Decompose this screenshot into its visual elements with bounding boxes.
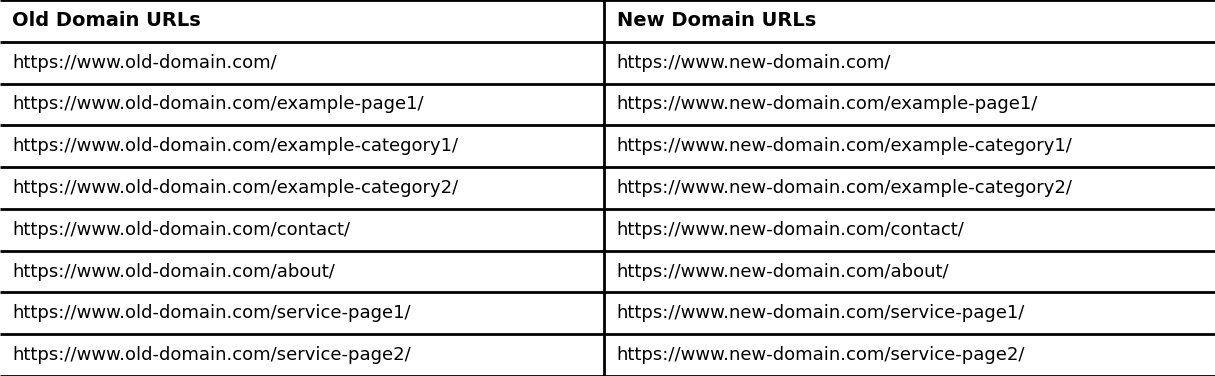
Text: https://www.old-domain.com/example-page1/: https://www.old-domain.com/example-page1… [12, 96, 424, 114]
Text: https://www.old-domain.com/contact/: https://www.old-domain.com/contact/ [12, 221, 350, 239]
Text: https://www.old-domain.com/: https://www.old-domain.com/ [12, 54, 277, 72]
Text: New Domain URLs: New Domain URLs [616, 11, 815, 30]
Text: https://www.new-domain.com/about/: https://www.new-domain.com/about/ [616, 262, 949, 280]
Text: Old Domain URLs: Old Domain URLs [12, 11, 200, 30]
Text: https://www.new-domain.com/contact/: https://www.new-domain.com/contact/ [616, 221, 965, 239]
Text: https://www.old-domain.com/service-page2/: https://www.old-domain.com/service-page2… [12, 346, 411, 364]
Text: https://www.new-domain.com/service-page1/: https://www.new-domain.com/service-page1… [616, 304, 1025, 322]
Text: https://www.old-domain.com/about/: https://www.old-domain.com/about/ [12, 262, 335, 280]
Text: https://www.old-domain.com/example-category2/: https://www.old-domain.com/example-categ… [12, 179, 458, 197]
Text: https://www.new-domain.com/example-page1/: https://www.new-domain.com/example-page1… [616, 96, 1038, 114]
Text: https://www.old-domain.com/example-category1/: https://www.old-domain.com/example-categ… [12, 137, 458, 155]
Text: https://www.old-domain.com/service-page1/: https://www.old-domain.com/service-page1… [12, 304, 411, 322]
Text: https://www.new-domain.com/example-category1/: https://www.new-domain.com/example-categ… [616, 137, 1073, 155]
Text: https://www.new-domain.com/service-page2/: https://www.new-domain.com/service-page2… [616, 346, 1025, 364]
Text: https://www.new-domain.com/: https://www.new-domain.com/ [616, 54, 891, 72]
Text: https://www.new-domain.com/example-category2/: https://www.new-domain.com/example-categ… [616, 179, 1073, 197]
